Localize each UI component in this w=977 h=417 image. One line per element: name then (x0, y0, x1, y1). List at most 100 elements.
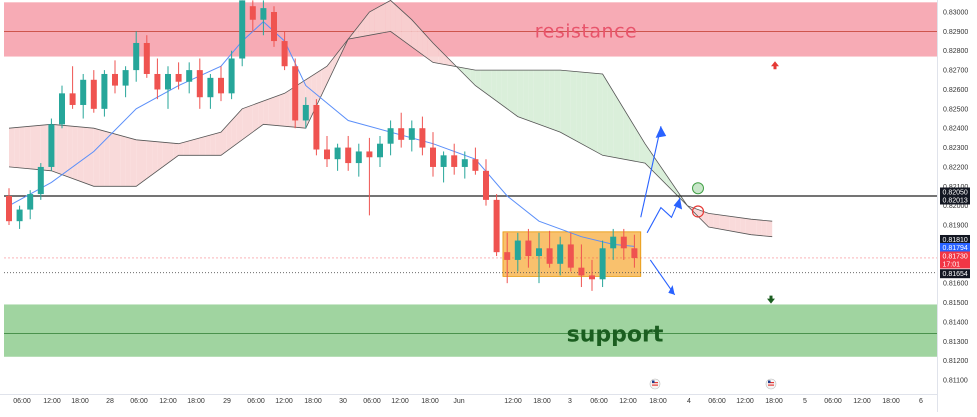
candle-body (355, 151, 362, 164)
candle (186, 62, 193, 94)
candle (440, 151, 447, 183)
candle (313, 99, 320, 156)
cloud-segment (708, 213, 714, 228)
price-tag-label: 0.81794 (943, 245, 968, 252)
candle (366, 137, 373, 216)
candle-body (196, 70, 203, 98)
cloud-segment (40, 124, 47, 171)
candle-body (281, 41, 288, 67)
candle-body (345, 147, 352, 164)
candle-body (493, 199, 500, 253)
candle (260, 0, 267, 36)
cloud-segment (242, 106, 248, 140)
cloud-segment (539, 70, 545, 127)
time-tick-label: 3 (568, 398, 572, 405)
us-flag-stripe (652, 384, 658, 386)
arrow-head-down (668, 285, 675, 295)
candle-body (557, 244, 564, 264)
price-tick-label: 0.81900 (943, 223, 968, 230)
cloud-segment (459, 67, 465, 75)
cloud-segment (178, 142, 184, 156)
candle (154, 58, 161, 100)
cloud-segment (380, 3, 386, 34)
cloud-segment (570, 71, 577, 141)
candle-body (525, 240, 532, 257)
candle (377, 135, 383, 167)
cloud-segment (141, 140, 147, 183)
cloud-segment (93, 128, 100, 187)
candle-body (165, 73, 171, 90)
time-tick-label: 18:00 (649, 398, 667, 405)
candle-body (610, 236, 617, 249)
cloud-span-a (8, 0, 773, 222)
us-flag-canton (652, 380, 655, 383)
candle-body (451, 155, 458, 167)
cloud-segment (321, 66, 327, 95)
cloud-segment (120, 135, 126, 187)
time-tick-label: 06:00 (708, 398, 726, 405)
cloud-segment (332, 52, 338, 73)
candle (546, 230, 553, 268)
cloud-segment (300, 79, 306, 129)
arrow-head-up (655, 126, 667, 138)
cloud-segment (67, 125, 73, 179)
cloud-segment (491, 70, 497, 102)
cloud-segment (655, 159, 661, 180)
candle-body (514, 240, 521, 260)
cloud-segment (236, 108, 243, 144)
candle (239, 0, 246, 67)
candle-body (218, 77, 224, 94)
candle (483, 159, 489, 206)
cloud-segment (35, 125, 41, 170)
support-zone (4, 304, 937, 357)
candle (101, 70, 108, 117)
price-tag (940, 234, 970, 244)
candles-layer (6, 0, 638, 291)
us-flag-stripe (768, 384, 774, 386)
cloud-segment (99, 129, 105, 187)
cloud-segment (629, 117, 635, 162)
candle-body (504, 252, 511, 260)
cloud-segment (189, 139, 195, 156)
price-tick-label: 0.83000 (943, 10, 968, 17)
cloud-segment (401, 10, 407, 43)
time-tick-label: 18:00 (71, 398, 89, 405)
moving-average-layer (8, 21, 635, 247)
candle (48, 118, 55, 171)
candle-body (271, 12, 277, 42)
candle (80, 73, 87, 119)
candle (249, 0, 256, 32)
arrow-head-mid (673, 197, 683, 210)
cloud-segment (634, 126, 640, 163)
candle-body (387, 128, 394, 144)
candle (112, 60, 118, 94)
time-tick-label: 30 (339, 398, 347, 405)
price-tick-label: 0.82100 (943, 184, 968, 191)
cloud-segment (554, 70, 561, 133)
cloud-segment (745, 218, 751, 235)
candle-body (207, 77, 214, 98)
cloud-segment (231, 114, 237, 148)
cloud-segment (406, 14, 412, 47)
cloud-segment (533, 70, 539, 125)
cloud-segment (152, 141, 158, 175)
candle (143, 35, 150, 78)
cloud-segment (268, 97, 274, 126)
cloud-segment (544, 70, 550, 129)
cloud-segment (263, 99, 269, 125)
cloud-segment (703, 211, 709, 227)
candle-body (27, 194, 34, 210)
time-tick-label: 12:00 (853, 398, 871, 405)
cloud-segment (766, 220, 773, 237)
cloud-segment (427, 37, 433, 63)
candle (387, 120, 394, 156)
cloud-segment (337, 45, 343, 62)
candle (271, 6, 277, 47)
cloud-segment (395, 5, 402, 40)
cloud-segment (104, 131, 110, 187)
candle (16, 205, 23, 229)
cloud-segment (592, 73, 598, 153)
candle (536, 232, 542, 284)
candle (196, 58, 203, 109)
candle (525, 228, 532, 268)
